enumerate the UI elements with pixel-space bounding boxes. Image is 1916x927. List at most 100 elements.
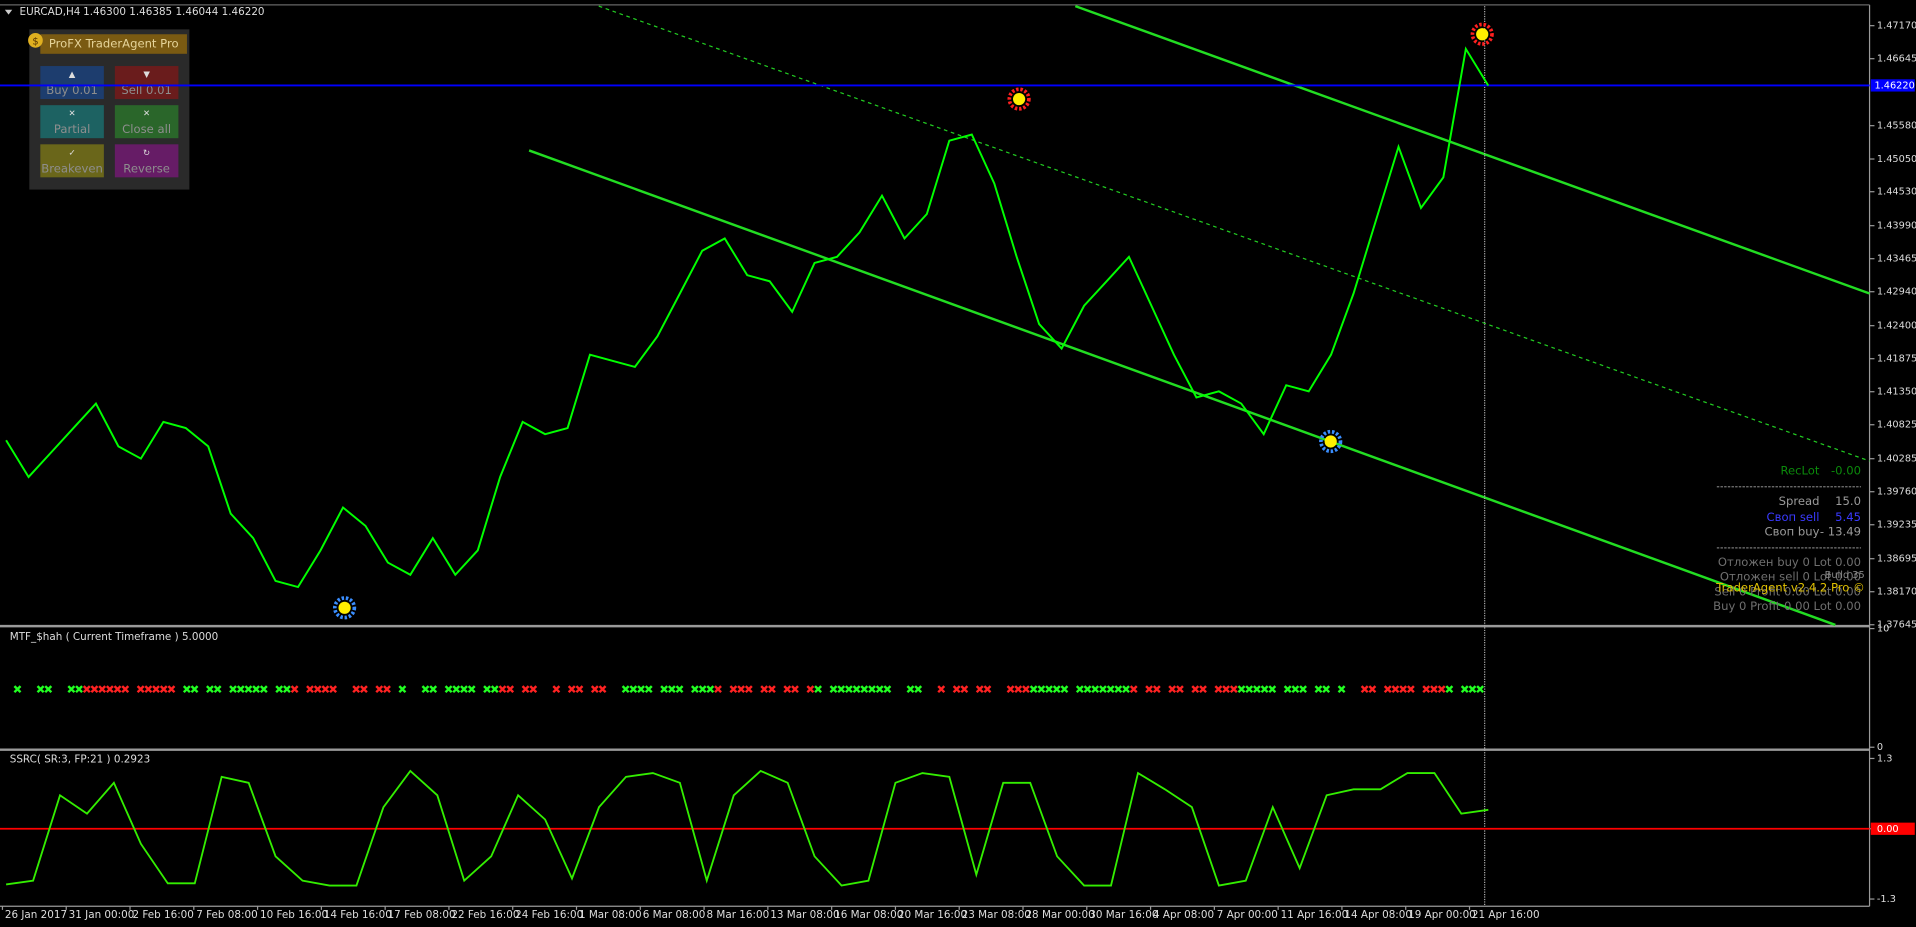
signal-marker <box>1383 685 1392 694</box>
signal-marker <box>575 685 584 694</box>
signal-marker <box>313 685 322 694</box>
signal-marker <box>1029 685 1038 694</box>
y-tick-label: 1.43990 <box>1877 221 1916 232</box>
button-icon: ↻ <box>143 148 150 158</box>
signal-marker <box>259 685 268 694</box>
signal-marker <box>460 685 468 694</box>
signal-marker <box>329 685 338 694</box>
x-tick-label: 31 Jan 00:00 <box>69 909 135 921</box>
x-tick-label: 4 Apr 08:00 <box>1153 909 1214 921</box>
signal-marker <box>621 685 630 694</box>
signal-marker <box>844 685 853 694</box>
signal-marker <box>1476 685 1485 694</box>
y-tick-label: 1.40285 <box>1877 454 1916 465</box>
fractal-marker-ring <box>1470 22 1494 46</box>
info-line: Sell 0 Profit 0.00 Lot 0.00 <box>1714 584 1861 598</box>
x-tick-label: 19 Apr 00:00 <box>1408 909 1476 921</box>
signal-marker <box>714 685 722 694</box>
y-tick-label: 1.43465 <box>1877 254 1916 265</box>
fractal-marker-ring <box>332 596 357 620</box>
signal-marker <box>182 685 191 694</box>
signal-marker <box>1175 685 1184 694</box>
signal-marker <box>1322 685 1331 694</box>
panel-title-bar <box>40 34 187 54</box>
panel-button[interactable] <box>40 66 104 100</box>
signal-marker <box>105 685 114 694</box>
signal-marker <box>906 685 915 694</box>
signal-marker <box>1014 685 1023 694</box>
signal-marker <box>1399 685 1408 694</box>
signal-marker <box>275 685 284 694</box>
y-tick-label: 1.47170 <box>1877 21 1916 32</box>
signal-marker <box>90 685 99 694</box>
x-tick-label: 14 Feb 16:00 <box>324 909 392 921</box>
signal-marker <box>1106 685 1115 694</box>
x-tick-label: 14 Apr 08:00 <box>1344 909 1412 921</box>
signal-marker <box>252 685 261 694</box>
x-tick-label: 28 Mar 00:00 <box>1025 909 1094 921</box>
signal-marker <box>229 685 237 694</box>
signal-marker <box>760 685 769 694</box>
y-tick-label: -1.3 <box>1877 894 1896 905</box>
panel-button[interactable] <box>114 144 179 178</box>
panel-button[interactable] <box>114 66 179 100</box>
y-tick-label: 1.45580 <box>1877 121 1916 132</box>
signal-marker <box>860 685 869 694</box>
button-label: Sell 0.01 <box>121 83 171 97</box>
x-tick-label: 23 Mar 08:00 <box>962 909 1031 921</box>
menu-arrow[interactable] <box>4 9 13 15</box>
signal-marker <box>1052 685 1061 694</box>
panel-button[interactable] <box>40 105 104 139</box>
signal-marker <box>1168 685 1177 694</box>
signal-marker <box>1099 685 1107 694</box>
signal-marker <box>521 685 530 694</box>
signal-marker <box>975 685 984 694</box>
signal-marker <box>983 685 992 694</box>
signal-marker <box>1291 685 1300 694</box>
signal-marker <box>598 685 607 694</box>
signal-marker <box>213 685 222 694</box>
button-label: Partial <box>54 122 90 136</box>
signal-marker <box>1114 685 1123 694</box>
panel-button[interactable] <box>40 144 104 178</box>
button-label: Close all <box>122 122 171 136</box>
signal-marker <box>1152 685 1161 694</box>
signal-marker <box>444 685 453 694</box>
signal-marker <box>729 685 738 694</box>
signal-marker <box>306 685 314 694</box>
button-icon: ▼ <box>143 70 150 80</box>
x-tick-label: 26 Jan 2017 <box>5 909 67 921</box>
signal-marker <box>690 685 699 694</box>
price-line <box>5 46 1490 589</box>
signal-marker <box>1229 685 1238 694</box>
signal-marker <box>1075 685 1084 694</box>
signal-marker <box>136 685 145 694</box>
info-value: 5.45 <box>1835 510 1861 524</box>
signal-marker <box>1260 685 1269 694</box>
x-tick-label: 21 Apr 16:00 <box>1472 909 1540 921</box>
signal-marker <box>290 685 299 694</box>
y-tick-label: 1.39235 <box>1877 520 1916 531</box>
signal-marker <box>1214 685 1223 694</box>
panel-button[interactable] <box>114 105 179 139</box>
signal-marker <box>375 685 384 694</box>
info-label: Своп sell <box>1767 510 1820 524</box>
signal-marker <box>452 685 461 694</box>
signal-marker <box>1006 685 1015 694</box>
signal-marker <box>1145 685 1154 694</box>
signal-marker <box>1045 685 1053 694</box>
signal-marker <box>829 685 838 694</box>
info-line: Отложен buy 0 Lot 0.00 <box>1718 555 1861 569</box>
signal-marker <box>282 685 291 694</box>
signal-marker <box>352 685 361 694</box>
signal-marker <box>490 685 499 694</box>
signal-marker <box>868 685 876 694</box>
signal-marker <box>1191 685 1200 694</box>
signal-marker <box>152 685 160 694</box>
signal-marker <box>1022 685 1030 694</box>
y-tick-label: 1.3 <box>1877 753 1893 764</box>
signal-marker <box>1237 685 1246 694</box>
y-tick-label: 1.42400 <box>1877 321 1916 332</box>
signal-marker <box>1468 685 1477 694</box>
